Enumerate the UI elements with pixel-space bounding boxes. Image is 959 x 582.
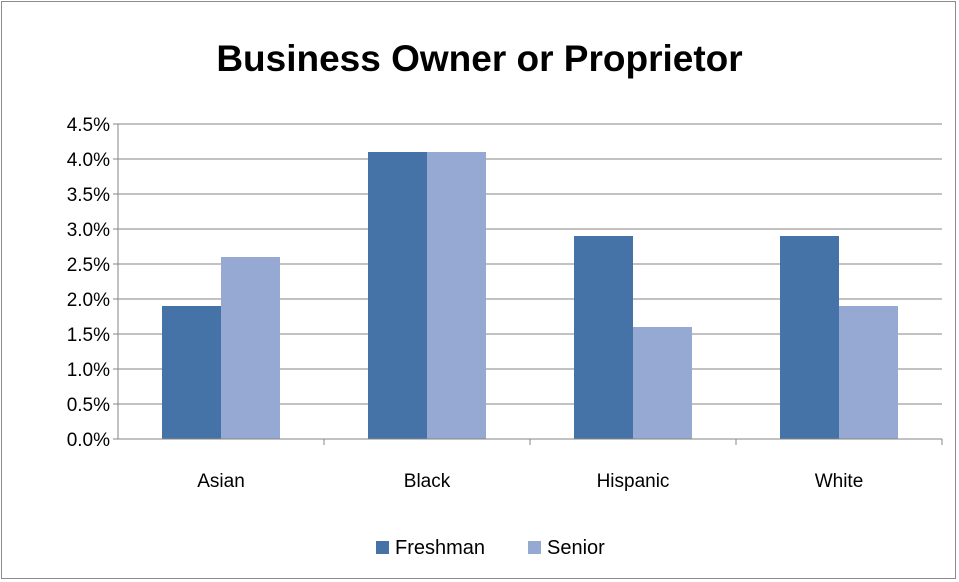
bars	[162, 152, 898, 439]
x-tick-label: Black	[404, 471, 451, 492]
y-tick-label: 3.0%	[67, 220, 110, 241]
y-tick-label: 1.0%	[67, 360, 110, 381]
legend-label-senior: Senior	[547, 537, 605, 559]
x-tick-label: Hispanic	[597, 471, 670, 492]
y-tick-label: 4.0%	[67, 150, 110, 171]
x-tick-label: Asian	[197, 471, 245, 492]
y-tick-label: 1.5%	[67, 325, 110, 346]
chart-title: Business Owner or Proprietor	[216, 38, 743, 79]
y-tick-label: 2.0%	[67, 290, 110, 311]
legend-label-freshman: Freshman	[395, 537, 485, 559]
axis-labels: 0.0% 0.5% 1.0% 1.5% 2.0% 2.5% 3.0% 3.5% 4.0% 4.5%…	[67, 115, 864, 492]
bar-freshman-white	[780, 236, 839, 439]
y-tick-label: 4.5%	[67, 115, 110, 136]
bar-freshman-hispanic	[574, 236, 633, 439]
bar-freshman-asian	[162, 306, 221, 439]
bar-senior-black	[427, 152, 486, 439]
legend: Freshman Senior	[376, 537, 605, 559]
legend-swatch-freshman	[376, 541, 389, 554]
x-tick-label: White	[815, 471, 864, 492]
y-tick-label: 3.5%	[67, 185, 110, 206]
y-tick-label: 2.5%	[67, 255, 110, 276]
y-tick-label: 0.5%	[67, 395, 110, 416]
bar-senior-asian	[221, 257, 280, 439]
bar-senior-hispanic	[633, 327, 692, 439]
axes	[113, 123, 943, 445]
bar-senior-white	[839, 306, 898, 439]
legend-swatch-senior	[528, 541, 541, 554]
bar-freshman-black	[368, 152, 427, 439]
y-tick-label: 0.0%	[67, 430, 110, 451]
